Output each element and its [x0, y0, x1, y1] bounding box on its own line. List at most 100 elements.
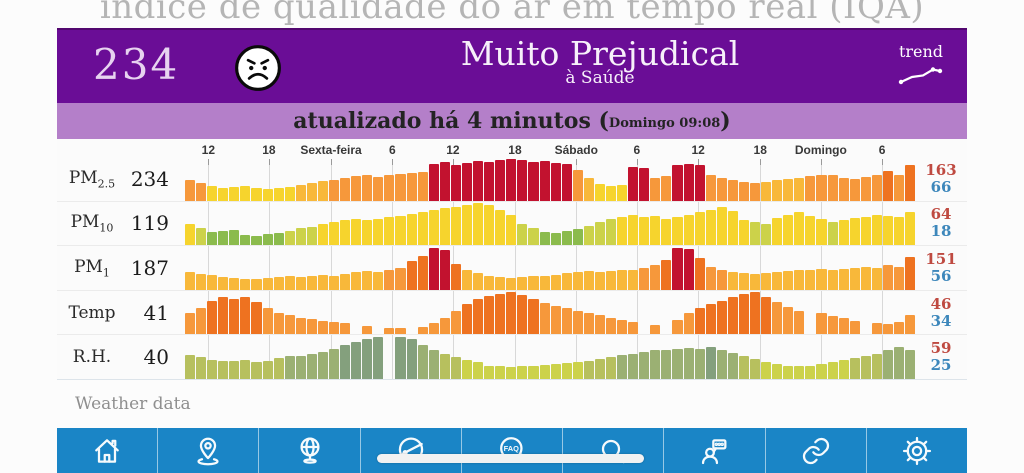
bar — [284, 315, 295, 335]
bar — [628, 321, 639, 335]
bar — [672, 319, 683, 335]
bar — [617, 216, 628, 246]
bar — [583, 177, 594, 201]
nav-faq[interactable]: FAQ — [460, 428, 562, 473]
bar — [362, 325, 373, 335]
bar — [794, 270, 805, 290]
bar — [439, 318, 450, 335]
bar — [517, 277, 528, 290]
bar — [428, 163, 439, 201]
bar — [583, 360, 594, 379]
row-bars — [185, 157, 916, 201]
row-label-box: PM1 187 — [57, 246, 185, 290]
bar — [284, 230, 295, 246]
row-label-box: Temp 41 — [57, 291, 185, 335]
bar — [273, 277, 284, 290]
bar — [628, 270, 639, 290]
gridline — [392, 159, 394, 380]
axis-tick-label: 6 — [878, 143, 886, 157]
bar — [306, 319, 317, 335]
bar — [738, 181, 749, 201]
row-bars — [185, 335, 916, 379]
bar — [605, 317, 617, 335]
bar — [894, 217, 905, 246]
link-icon — [802, 437, 829, 464]
bar — [805, 365, 816, 379]
bar — [572, 362, 583, 379]
bar — [639, 217, 650, 246]
bar — [185, 224, 196, 246]
bar — [284, 186, 295, 201]
bar — [849, 357, 860, 379]
axis-tick-label: 12 — [201, 143, 216, 157]
bottom-nav: FAQ — [57, 428, 967, 473]
bar — [827, 315, 838, 335]
bar — [594, 272, 605, 290]
bar — [450, 206, 461, 246]
bar — [273, 357, 284, 379]
bar — [373, 218, 384, 246]
bar — [340, 322, 351, 335]
bar — [218, 188, 229, 201]
bar — [661, 259, 672, 290]
row-name: Temp — [68, 302, 116, 323]
chart-row-pm25: PM2.5 234 163 66 — [57, 157, 967, 202]
nav-globe[interactable] — [258, 428, 359, 473]
nav-gauge[interactable] — [359, 428, 461, 473]
nav-link[interactable] — [764, 428, 866, 473]
bar — [295, 317, 306, 335]
bar — [273, 312, 284, 335]
bar — [639, 267, 650, 290]
row-label-box: PM10 119 — [57, 202, 185, 246]
bar — [738, 355, 749, 379]
bar — [605, 219, 617, 246]
gesture-pill[interactable] — [377, 454, 644, 463]
bar — [749, 222, 761, 246]
row-bars — [185, 202, 916, 246]
feedback-chat-icon — [702, 438, 727, 464]
axis-tick-label: Sábado — [554, 143, 598, 157]
trend-button[interactable]: trend — [897, 42, 945, 89]
gridline — [268, 159, 270, 380]
bar — [240, 278, 251, 290]
axis-tick-label: 12 — [691, 143, 705, 157]
min-value: 66 — [930, 177, 952, 196]
bar — [650, 350, 661, 379]
nav-feedback[interactable] — [663, 428, 764, 473]
bar — [329, 275, 340, 290]
bar — [783, 214, 794, 246]
nav-location[interactable] — [157, 428, 258, 473]
bar — [395, 215, 406, 246]
home-icon — [95, 438, 119, 463]
bar — [473, 160, 484, 201]
bar — [306, 226, 317, 246]
bar — [572, 170, 583, 201]
bar — [805, 269, 816, 290]
nav-home[interactable] — [57, 428, 157, 473]
aqi-header: 234 Muito Prejudical à Saúde trend — [57, 28, 967, 103]
nav-search[interactable] — [562, 428, 663, 473]
bar — [694, 165, 705, 201]
bar — [362, 220, 373, 246]
bar — [384, 175, 395, 201]
bar — [229, 187, 240, 201]
bar — [738, 294, 749, 335]
page-title: índice de qualidade do ar em tempo real … — [99, 0, 925, 27]
row-current-value: 119 — [130, 211, 169, 236]
bar — [628, 167, 639, 201]
bar — [661, 176, 672, 201]
bar — [761, 181, 772, 201]
bar — [572, 229, 583, 246]
bar — [672, 348, 683, 379]
row-bars — [185, 291, 916, 335]
bar — [417, 326, 428, 335]
bar — [617, 269, 628, 290]
min-value: 56 — [930, 266, 952, 285]
bar — [495, 159, 506, 201]
bar — [295, 355, 306, 379]
bar — [694, 348, 705, 379]
bar — [827, 269, 838, 290]
nav-settings[interactable] — [865, 428, 967, 473]
bar — [317, 351, 329, 379]
bar — [683, 214, 694, 246]
